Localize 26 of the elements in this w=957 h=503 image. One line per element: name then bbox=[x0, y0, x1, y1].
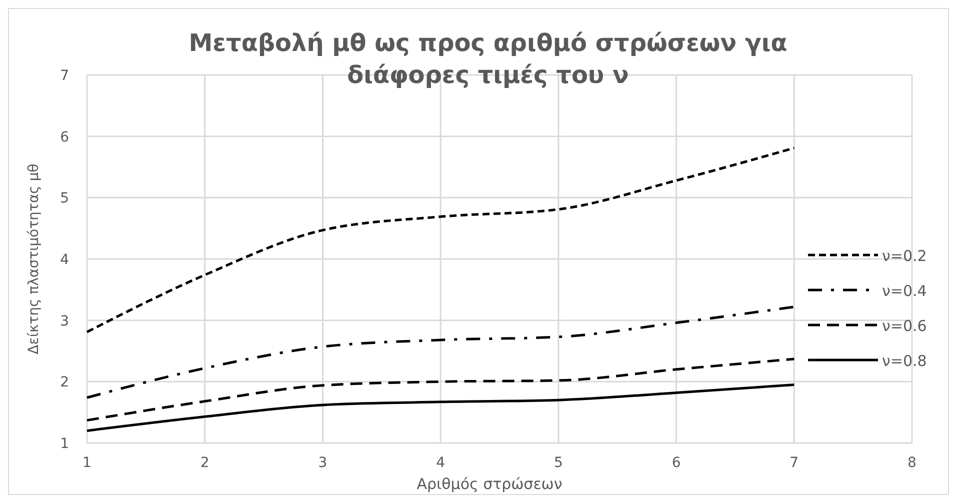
y-tick-label: 7 bbox=[60, 68, 69, 84]
x-axis-title: Αριθμός στρώσεων bbox=[416, 475, 562, 493]
legend-label: ν=0.8 bbox=[882, 352, 927, 370]
x-tick-label: 4 bbox=[436, 455, 446, 471]
line-series bbox=[86, 146, 796, 334]
x-tick-label: 1 bbox=[82, 455, 92, 471]
x-tick-label: 2 bbox=[200, 455, 210, 471]
x-tick-label: 8 bbox=[908, 455, 916, 471]
legend-label: ν=0.4 bbox=[882, 282, 927, 300]
x-tick-label: 6 bbox=[672, 455, 681, 471]
y-axis-title: Δείκτης πλαστιμότητας μθ bbox=[26, 164, 42, 354]
y-tick-label: 3 bbox=[60, 313, 69, 330]
x-tick-label: 3 bbox=[318, 455, 328, 471]
y-tick-label: 6 bbox=[60, 129, 70, 146]
legend-label: ν=0.2 bbox=[882, 247, 927, 265]
chart-title: Μεταβολή μθ ως προς αριθμό στρώσεων για διάφορες τιμές του ν bbox=[188, 29, 788, 89]
x-tick-label: 7 bbox=[790, 455, 799, 471]
line-series bbox=[86, 383, 796, 432]
y-tick-label: 5 bbox=[60, 190, 69, 207]
y-tick-label: 4 bbox=[60, 252, 70, 268]
y-tick-label: 2 bbox=[60, 374, 69, 391]
x-tick-label: 5 bbox=[554, 455, 563, 471]
legend-label: ν=0.6 bbox=[882, 317, 927, 335]
line-series bbox=[86, 358, 796, 422]
line-series bbox=[86, 306, 796, 399]
y-tick-label: 1 bbox=[60, 436, 69, 452]
